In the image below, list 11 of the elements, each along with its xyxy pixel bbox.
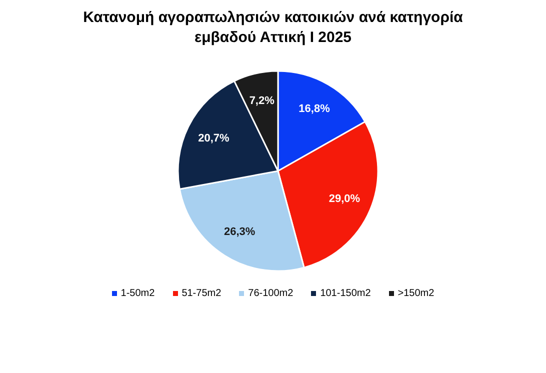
data-label: 26,3% [224, 226, 256, 238]
legend-label: 101-150m2 [320, 288, 371, 299]
legend-label: 51-75m2 [182, 288, 222, 299]
data-label: 16,8% [298, 102, 330, 115]
data-label: 7,2% [249, 94, 275, 107]
data-label: 29,0% [328, 192, 360, 205]
legend-label: 76-100m2 [248, 288, 294, 299]
legend-label: >150m2 [398, 288, 434, 299]
data-label: 20,7% [198, 132, 230, 145]
legend-label: 1-50m2 [120, 288, 155, 299]
chart-title: Κατανομή αγοραπωλησιών κατοικιών ανά κατηγορία εμβαδού Αττική Ι 2025 [82, 8, 464, 48]
